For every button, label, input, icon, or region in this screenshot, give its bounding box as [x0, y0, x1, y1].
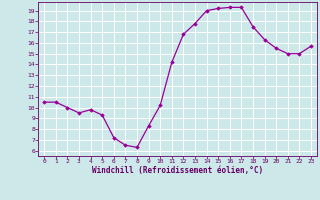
X-axis label: Windchill (Refroidissement éolien,°C): Windchill (Refroidissement éolien,°C) [92, 166, 263, 175]
